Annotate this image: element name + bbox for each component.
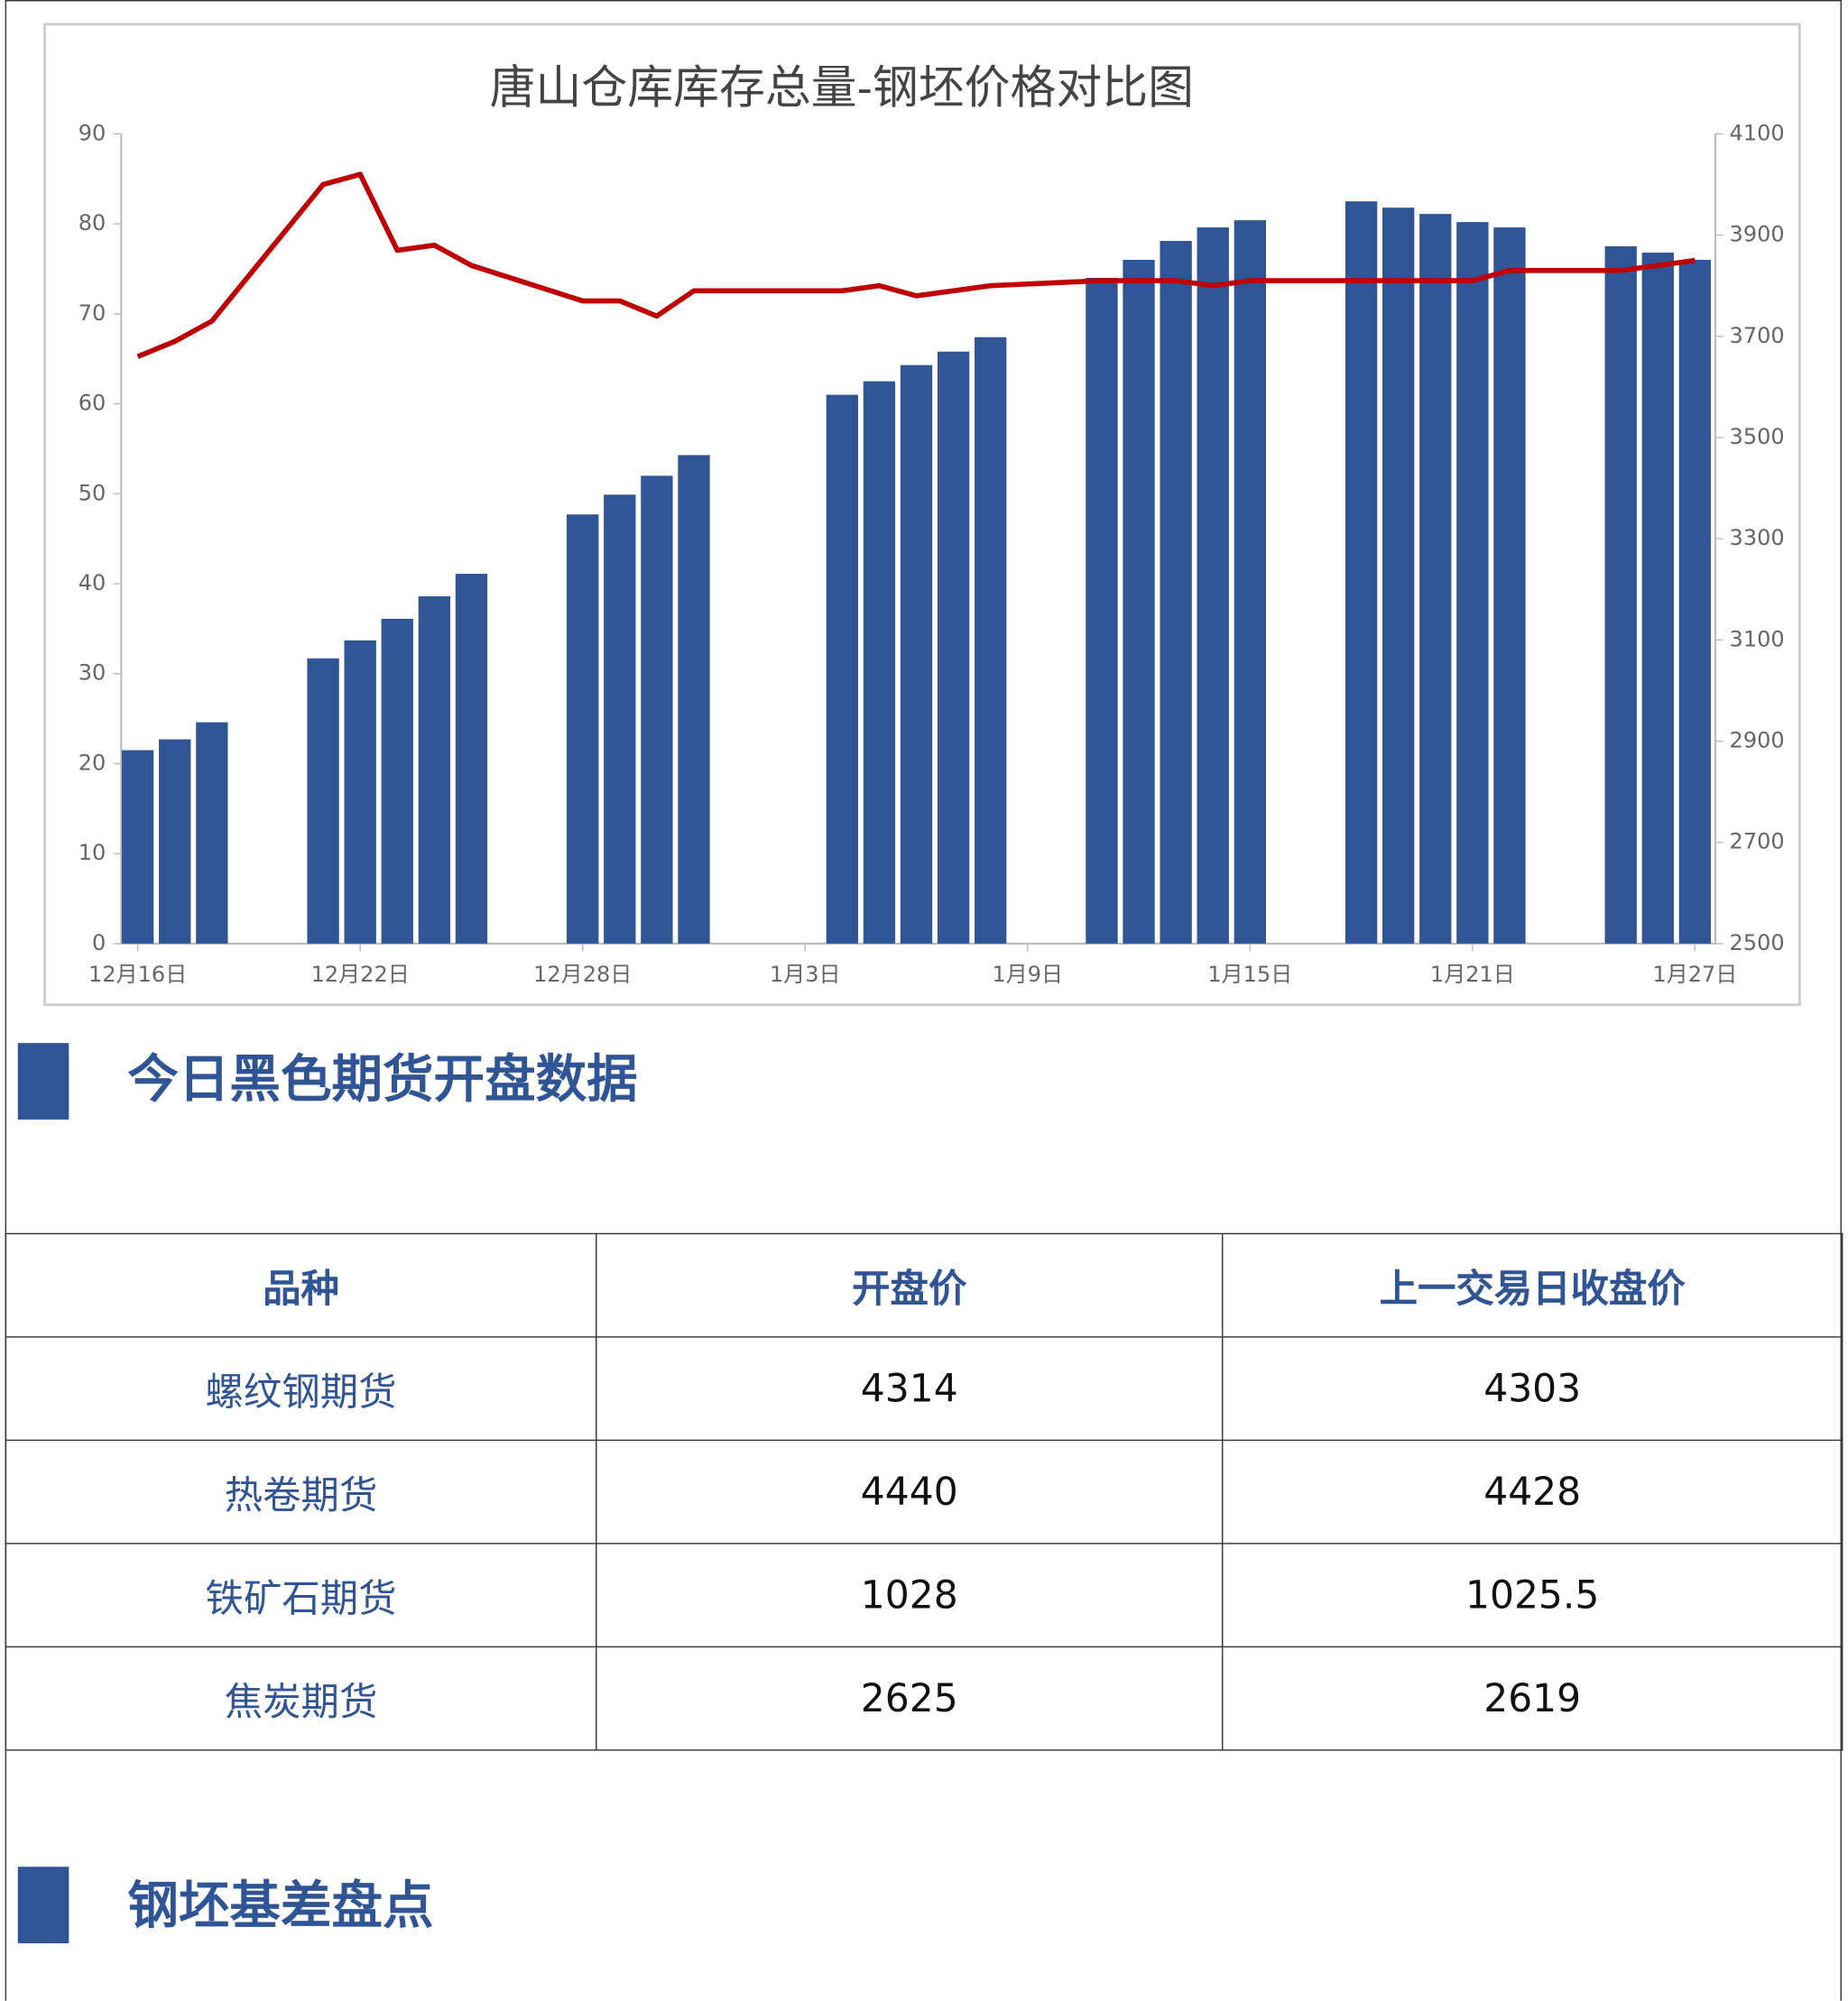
bar [900,364,933,944]
table-row: 螺纹钢期货 4314 4303 [5,1336,1843,1442]
bar [418,595,451,944]
x-tick-label: 1月21日 [1430,962,1515,987]
header-cell: 品种 [5,1232,597,1338]
bar [1641,253,1674,944]
x-tick-label: 12月22日 [311,962,410,987]
bar [196,722,228,944]
bar [1197,227,1229,944]
bar [1086,277,1118,944]
y-tick-label: 40 [79,570,106,595]
x-tick-label: 1月15日 [1207,962,1292,987]
header-cell: 开盘价 [596,1232,1224,1338]
y-tick-label: 20 [79,750,106,775]
y-tick-label: 0 [92,930,106,955]
value-cell: 4428 [1222,1439,1843,1545]
bar [1382,207,1415,944]
bar [937,351,970,944]
row-label: 焦炭期货 [5,1646,597,1751]
value-cell: 1028 [596,1543,1224,1648]
bar [1344,201,1378,944]
bar [159,739,191,944]
y2-tick-label: 3300 [1730,525,1785,550]
table-row: 热卷期货 4440 4428 [5,1439,1843,1545]
bar [1678,260,1712,944]
y-tick-label: 60 [79,391,106,416]
y-tick-label: 10 [79,840,106,865]
value-cell: 4440 [596,1439,1224,1545]
bar [641,475,673,944]
header-cell: 上一交易日收盘价 [1222,1232,1843,1338]
bar [1160,241,1192,944]
value-cell: 2625 [596,1646,1224,1751]
value-cell: 1025.5 [1222,1543,1843,1648]
bar [1419,214,1452,944]
bar [567,514,599,944]
table-row: 铁矿石期货 1028 1025.5 [5,1543,1843,1648]
y2-tick-label: 3500 [1730,424,1785,449]
y2-tick-label: 4100 [1730,120,1785,145]
y-tick-label: 90 [79,120,106,145]
bar [121,750,154,944]
frame [5,0,1842,2001]
table-row: 焦炭期货 2625 2619 [5,1646,1843,1751]
row-label: 铁矿石期货 [5,1543,597,1648]
bar [1493,227,1526,944]
x-tick-label: 12月16日 [88,962,187,987]
y-tick-label: 30 [79,660,106,686]
chart-border [43,23,1801,1007]
chart-title: 唐山仓库库存总量-钢坯价格对比图 [490,61,1194,115]
x-tick-label: 1月9日 [992,962,1063,987]
x-tick-label: 1月3日 [770,962,841,987]
row-label: 螺纹钢期货 [5,1336,597,1442]
y-tick-label: 80 [79,210,106,235]
bar [678,455,710,944]
y2-tick-label: 2900 [1730,728,1785,753]
chart: 唐山仓库库存总量-钢坯价格对比图 0 10 20 30 40 50 60 70 80 90 2500… [43,23,1801,1007]
bar [455,574,488,944]
y2-tick-label: 2700 [1730,829,1785,854]
bar [344,640,376,944]
table-body: 螺纹钢期货 4314 4303 热卷期货 4440 4428 铁矿石期货 1028 1025.5… [5,1336,1843,1751]
y2-tick-label: 3700 [1730,323,1785,348]
bar [1456,222,1489,944]
bar [307,658,339,944]
y2-tick-label: 3900 [1730,222,1785,247]
bar [604,494,636,944]
x-tick-label: 12月28日 [533,962,632,987]
row-label: 热卷期货 [5,1439,597,1545]
bar [826,394,859,944]
bar [1123,260,1155,944]
y2-tick-label: 3100 [1730,626,1785,651]
bar [863,381,896,944]
y-tick-label: 70 [79,300,106,326]
y2-tick-label: 2500 [1730,930,1785,955]
bar [1604,246,1637,944]
section-title: 钢坯基差盘点 [127,1877,434,1936]
value-cell: 4303 [1222,1336,1843,1442]
y-tick-label: 50 [79,480,106,505]
section-title: 今日黑色期货开盘数据 [127,1050,638,1110]
table-header: 品种 开盘价 上一交易日收盘价 [5,1232,1843,1338]
bar [1234,220,1266,944]
section-marker [17,1867,69,1944]
bar [381,618,413,944]
price-line [136,171,1696,359]
data-table: 品种 开盘价 上一交易日收盘价 螺纹钢期货 4314 4303 热卷期货 4440 4428 铁… [5,1232,1843,1751]
x-tick-label: 1月27日 [1652,962,1737,987]
section-marker [17,1043,69,1120]
value-cell: 4314 [596,1336,1224,1442]
value-cell: 2619 [1222,1646,1843,1751]
bar [975,337,1007,944]
